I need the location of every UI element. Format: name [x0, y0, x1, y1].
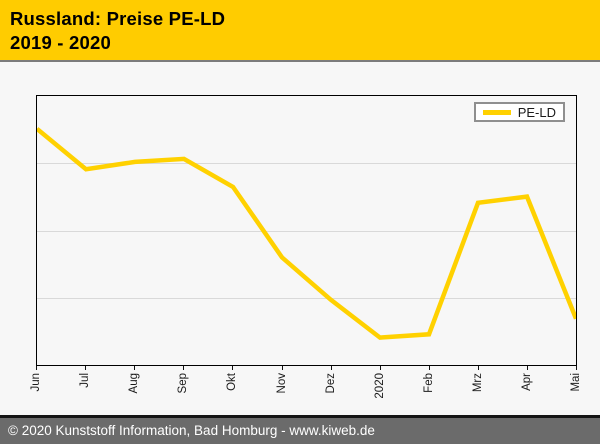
x-tick-label: Jul [79, 373, 92, 388]
x-tick [428, 366, 430, 370]
x-tick-label: Sep [177, 373, 190, 394]
x-tick [330, 366, 332, 370]
x-tick-label: 2020 [373, 373, 386, 399]
line-chart-canvas [37, 127, 576, 340]
x-tick [477, 366, 479, 370]
header-banner: Russland: Preise PE-LD 2019 - 2020 [0, 0, 600, 62]
legend-label: PE-LD [517, 104, 556, 120]
x-tick [526, 366, 528, 370]
plot-area: PE-LD [36, 95, 577, 366]
x-tick [281, 366, 283, 370]
x-tick-label: Dez [324, 373, 337, 394]
x-tick-label: Jun [30, 373, 42, 392]
x-tick-label: Okt [226, 373, 239, 391]
gridline [37, 163, 576, 165]
footer-copyright-text: © 2020 Kunststoff Information, Bad Hombu… [8, 423, 375, 438]
x-tick-label: Aug [128, 373, 141, 394]
footer-bar: © 2020 Kunststoff Information, Bad Hombu… [0, 415, 600, 444]
gridline [37, 230, 576, 232]
x-tick-label: Apr [520, 373, 533, 391]
x-tick-label: Nov [275, 373, 288, 394]
x-tick-label: Mai [570, 373, 582, 392]
x-axis: Jun Jul Aug Sep Okt Nov Dez 2020 Feb Mrz Apr Mai [30, 366, 582, 421]
pe-ld-series-line [37, 127, 576, 340]
x-tick [183, 366, 185, 370]
x-tick [85, 366, 87, 370]
legend-line-swatch-icon [482, 109, 511, 115]
x-tick-label: Feb [422, 373, 435, 393]
x-tick-label: Mrz [471, 373, 484, 393]
x-tick [232, 366, 234, 370]
x-tick [134, 366, 136, 370]
chart-subtitle: 2019 - 2020 [10, 32, 111, 53]
legend: PE-LD [473, 102, 565, 122]
x-tick [36, 366, 37, 370]
gridline [37, 297, 576, 299]
x-tick [576, 366, 577, 370]
chart-title: Russland: Preise PE-LD [10, 8, 226, 29]
x-tick [379, 366, 381, 370]
